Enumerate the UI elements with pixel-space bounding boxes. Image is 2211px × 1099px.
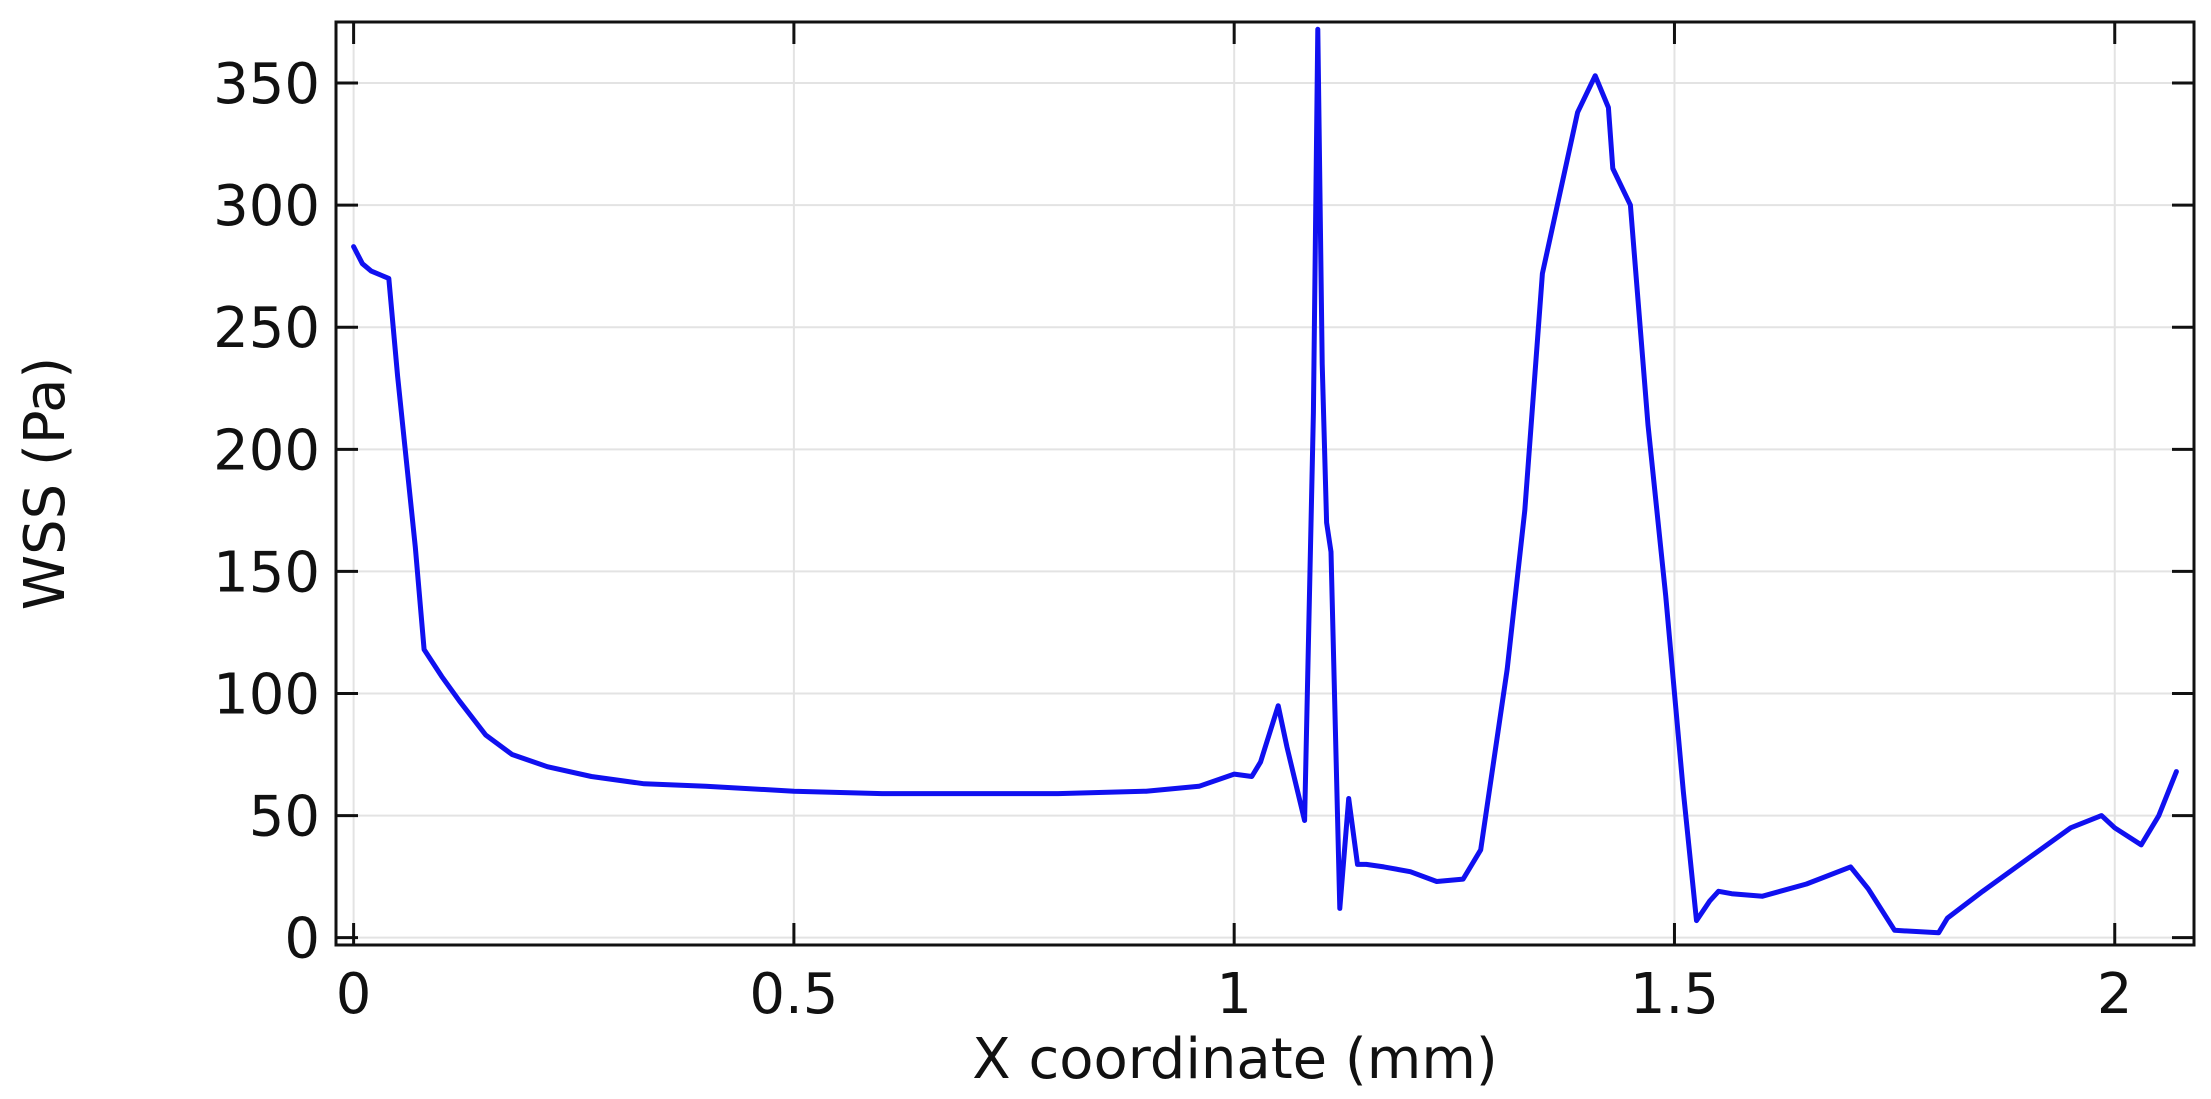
x-tick-label: 0: [336, 962, 372, 1027]
y-tick-label: 250: [213, 296, 320, 361]
x-tick-label: 1: [1216, 962, 1252, 1027]
y-tick-label: 0: [284, 907, 320, 972]
y-tick-label: 350: [213, 52, 320, 117]
y-tick-label: 150: [213, 540, 320, 605]
series-line-0: [351, 26, 2179, 936]
plot-frame: [334, 20, 2196, 947]
y-tick-label: 200: [213, 418, 320, 483]
y-tick-label: 50: [249, 785, 320, 850]
x-tick-label: 2: [2097, 962, 2133, 1027]
x-tick-label: 1.5: [1630, 962, 1719, 1027]
gridlines: [336, 22, 2194, 945]
axis-ticks: 0 50 100 150 200 250 300 350 0 0.5 1 1.5 2: [213, 22, 2194, 1027]
series-layer: [351, 26, 2179, 936]
x-tick-label: 0.5: [749, 962, 838, 1027]
y-tick-label: 300: [213, 174, 320, 239]
x-axis-title: X coordinate (mm): [972, 1027, 1497, 1092]
y-tick-label: 100: [213, 662, 320, 727]
y-axis-title: WSS (Pa): [13, 357, 78, 611]
